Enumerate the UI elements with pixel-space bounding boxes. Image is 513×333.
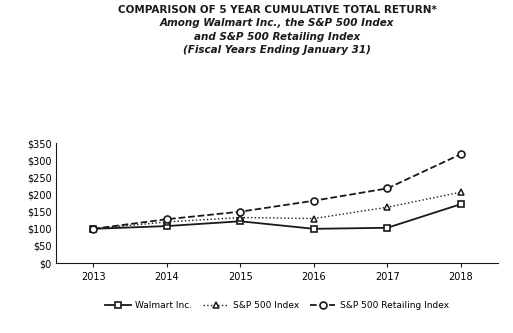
Legend: Walmart Inc., S&P 500 Index, S&P 500 Retailing Index: Walmart Inc., S&P 500 Index, S&P 500 Ret… [105,301,449,310]
Text: and S&P 500 Retailing Index: and S&P 500 Retailing Index [194,32,360,42]
Text: (Fiscal Years Ending January 31): (Fiscal Years Ending January 31) [183,45,371,55]
Text: COMPARISON OF 5 YEAR CUMULATIVE TOTAL RETURN*: COMPARISON OF 5 YEAR CUMULATIVE TOTAL RE… [117,5,437,15]
Text: Among Walmart Inc., the S&P 500 Index: Among Walmart Inc., the S&P 500 Index [160,18,394,28]
